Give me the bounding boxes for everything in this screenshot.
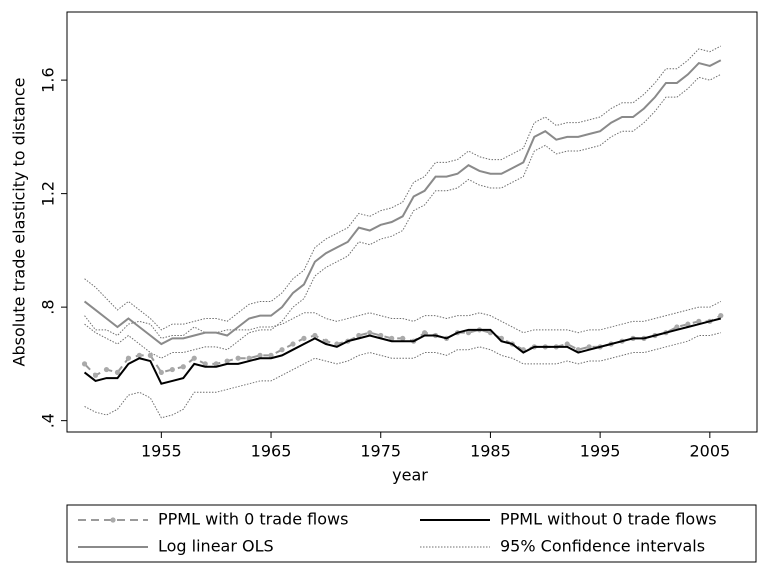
series-marker: [147, 352, 153, 358]
series-marker: [389, 335, 395, 341]
series-marker: [180, 364, 186, 370]
x-tick-label: 2005: [689, 442, 730, 461]
ci-line: [84, 332, 721, 419]
series-marker: [103, 366, 110, 373]
x-tick-label: 1985: [470, 442, 511, 461]
series-marker: [685, 321, 691, 327]
ci-line: [84, 301, 722, 339]
series-marker: [718, 313, 724, 319]
legend: PPML with 0 trade flows PPML without 0 tr…: [78, 510, 717, 556]
series-marker: [268, 352, 274, 358]
series-marker: [290, 341, 296, 347]
series-marker: [246, 355, 252, 361]
series-marker: [158, 369, 164, 376]
series-marker: [114, 369, 121, 376]
series-marker: [279, 347, 285, 353]
y-tick-label: 1.2: [39, 181, 58, 206]
series-marker: [356, 332, 362, 339]
series-marker: [400, 335, 406, 341]
x-tick-label: 1975: [360, 442, 401, 461]
series-line: [83, 59, 722, 346]
series-line: [83, 314, 722, 377]
series-marker: [125, 355, 132, 361]
x-tick-label: 1965: [251, 442, 292, 461]
y-tick-label: 1.6: [39, 67, 58, 92]
legend-marker: [110, 517, 116, 523]
x-tick-label: 1995: [580, 442, 621, 461]
series-marker: [378, 332, 384, 339]
series-marker: [257, 352, 263, 358]
series-marker: [586, 344, 592, 350]
legend-label: Log linear OLS: [158, 537, 274, 556]
legend-label: PPML without 0 trade flows: [500, 510, 717, 529]
legend-box: [66, 504, 757, 563]
legend-label: 95% Confidence intervals: [500, 537, 705, 556]
series-marker: [202, 361, 208, 367]
x-tick-label: 1955: [141, 442, 182, 461]
series-marker: [81, 361, 88, 367]
series-marker: [312, 332, 318, 339]
ci-line: [84, 45, 722, 331]
series-marker: [564, 341, 570, 347]
series-marker: [92, 372, 99, 378]
series-marker: [422, 330, 428, 336]
series-marker: [169, 366, 175, 373]
series-marker: [465, 330, 472, 336]
y-tick-label: .8: [39, 300, 58, 315]
plot-frame: [66, 11, 758, 433]
series-marker: [696, 318, 702, 324]
series-line: [83, 317, 722, 385]
ci-line: [84, 73, 722, 359]
series-marker: [301, 335, 307, 341]
series-marker: [213, 361, 219, 367]
x-axis-label: year: [392, 466, 428, 485]
series-marker: [136, 352, 143, 358]
series-marker: [674, 324, 680, 330]
y-tick-label: .4: [39, 413, 58, 428]
series-marker: [367, 330, 373, 336]
series-marker: [224, 358, 230, 364]
series-marker: [235, 355, 241, 361]
legend-label: PPML with 0 trade flows: [158, 510, 348, 529]
series-marker: [191, 355, 197, 361]
y-axis-label: Absolute trade elasticity to distance: [10, 78, 29, 367]
